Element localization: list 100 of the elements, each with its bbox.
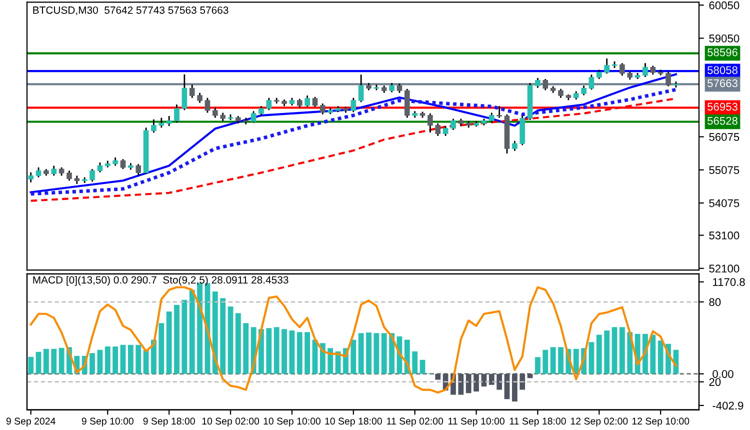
- bar: [97, 350, 103, 374]
- ref-line-label: 58058: [708, 66, 738, 74]
- bar: [228, 306, 234, 374]
- bar: [151, 340, 156, 374]
- candlestick: [204, 97, 210, 114]
- x-tick-label: 9 Sep 18:00: [143, 418, 195, 426]
- candlestick: [389, 82, 394, 93]
- bar: [358, 333, 364, 374]
- candlestick: [66, 170, 72, 182]
- candlestick: [90, 168, 95, 182]
- chart-title: BTCUSD,M30 57642 57743 57563 57663: [33, 6, 228, 16]
- bar: [220, 298, 226, 374]
- candlestick: [435, 122, 441, 137]
- x-tick-label: 9 Sep 2024: [6, 418, 56, 426]
- y-tick-label: 59050: [709, 34, 740, 42]
- bar: [496, 374, 502, 390]
- candlestick: [642, 62, 648, 78]
- candlestick: [428, 112, 433, 134]
- x-tick-label: 11 Sep 10:00: [448, 418, 504, 426]
- candlestick: [450, 118, 456, 131]
- candlestick: [488, 112, 494, 124]
- chart-title: MACD [0](13,50) 0.0 290.7 Sto(9,2,5) 28.0911 28.4533: [33, 276, 288, 286]
- bar: [212, 292, 218, 374]
- bar: [236, 313, 241, 374]
- candlestick: [136, 163, 142, 176]
- candlestick: [620, 62, 625, 76]
- ref-line-label: 57663: [708, 79, 738, 88]
- y-tick-label: 53100: [709, 232, 740, 240]
- bar: [658, 340, 664, 374]
- y2-tick-label: 1170.8: [713, 278, 745, 286]
- candlestick: [581, 84, 586, 96]
- bar: [596, 334, 602, 374]
- bar: [512, 374, 518, 402]
- bar: [158, 323, 164, 374]
- bar: [520, 374, 526, 390]
- bar: [274, 327, 280, 374]
- candlestick: [604, 58, 610, 74]
- candlestick: [596, 69, 602, 80]
- x-tick-label: 9 Sep 10:00: [82, 418, 134, 426]
- bar: [466, 374, 472, 394]
- candlestick: [266, 97, 272, 111]
- x-tick-label: 11 Sep 02:00: [387, 418, 444, 426]
- candlestick: [535, 77, 540, 89]
- bar: [374, 333, 380, 374]
- y-tick-label: 54075: [709, 199, 740, 208]
- candlestick: [512, 140, 518, 152]
- candlestick: [197, 92, 202, 104]
- bar: [420, 360, 426, 374]
- bar: [174, 304, 180, 374]
- bar: [289, 330, 295, 374]
- candlestick: [396, 82, 402, 94]
- bar: [136, 344, 142, 374]
- candlestick: [151, 118, 156, 134]
- bar: [120, 344, 126, 374]
- bar: [304, 332, 310, 374]
- y-tick-label: 56075: [709, 133, 740, 141]
- bar: [604, 330, 610, 374]
- bar: [350, 340, 356, 374]
- bar: [550, 347, 556, 374]
- bar: [266, 328, 272, 374]
- candlestick: [182, 74, 188, 111]
- y2-tick-label: 0.00: [712, 370, 734, 378]
- y2-tick-label: -402.9: [712, 402, 744, 410]
- candlestick: [350, 97, 356, 113]
- bar: [243, 323, 249, 374]
- x-tick-label: 10 Sep 18:00: [325, 418, 382, 426]
- bar: [182, 300, 188, 374]
- bar: [320, 343, 326, 374]
- bar: [474, 374, 479, 392]
- bar: [51, 348, 57, 374]
- x-tick-label: 12 Sep 02:00: [570, 418, 628, 426]
- bar: [588, 342, 594, 374]
- candlestick: [542, 78, 548, 91]
- bar: [488, 374, 494, 385]
- ref-line-label: 56953: [708, 102, 738, 111]
- y-tick-label: 55075: [709, 166, 740, 174]
- bar: [189, 290, 195, 374]
- bar: [58, 348, 64, 374]
- ref-line-label: 58596: [708, 48, 738, 56]
- bar: [435, 374, 441, 380]
- bar: [650, 334, 656, 374]
- candlestick: [250, 110, 256, 124]
- bar: [166, 312, 172, 374]
- bar: [412, 351, 418, 374]
- candlestick: [666, 70, 671, 87]
- x-tick-label: 10 Sep 10:00: [264, 418, 321, 426]
- y-tick-label: 20: [709, 378, 721, 386]
- candlestick: [320, 102, 326, 116]
- candlestick: [212, 107, 218, 118]
- bar: [104, 346, 110, 374]
- bar: [28, 356, 34, 374]
- bar: [112, 346, 118, 374]
- candlestick: [36, 166, 42, 178]
- bar: [458, 374, 464, 395]
- bar: [282, 329, 287, 374]
- y-tick-label: 52100: [709, 264, 740, 273]
- candlestick: [358, 74, 364, 103]
- bar: [44, 348, 49, 374]
- bar: [627, 332, 633, 374]
- bar: [381, 333, 387, 374]
